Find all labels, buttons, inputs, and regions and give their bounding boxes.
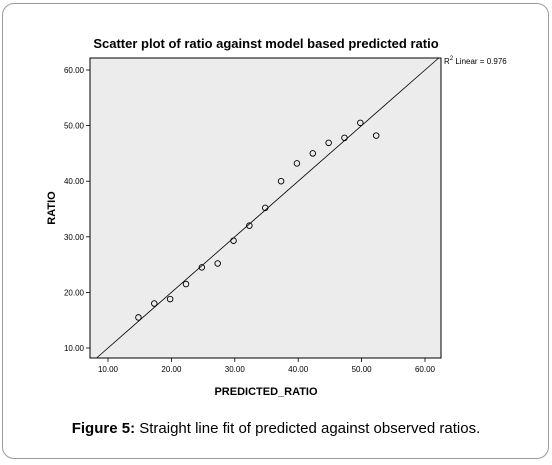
y-tick-label: 10.00 (64, 344, 85, 353)
chart-title: Scatter plot of ratio against model base… (93, 36, 438, 51)
r2-annotation: R2 Linear = 0.976 (444, 56, 507, 66)
data-point (198, 264, 206, 271)
data-point (309, 150, 317, 157)
data-point (246, 222, 253, 229)
plot-area (89, 57, 442, 359)
x-tick-label: 50.00 (352, 365, 373, 374)
figure-caption: Figure 5: Straight line fit of predicted… (0, 420, 552, 437)
y-tick-label: 20.00 (64, 288, 85, 297)
data-point (357, 119, 364, 127)
x-tick-label: 20.00 (161, 365, 182, 374)
data-point (166, 295, 174, 303)
data-point (135, 314, 142, 321)
x-tick-label: 40.00 (288, 365, 309, 374)
y-axis-label: RATIO (46, 191, 58, 225)
caption-label: Figure 5: (71, 420, 136, 437)
y-tick-label: 60.00 (64, 66, 85, 75)
y-tick-label: 50.00 (64, 122, 85, 131)
data-point (182, 280, 190, 288)
data-point (230, 237, 237, 244)
x-tick-label: 60.00 (415, 365, 436, 374)
data-point (277, 177, 285, 185)
x-tick-label: 30.00 (225, 365, 246, 374)
data-point (151, 300, 158, 307)
y-tick-label: 30.00 (64, 233, 85, 242)
data-point (372, 132, 380, 139)
data-point (341, 134, 348, 142)
x-tick-label: 10.00 (98, 365, 119, 374)
data-point (214, 260, 221, 267)
y-tick-label: 40.00 (64, 177, 85, 186)
caption-text: Straight line fit of predicted against o… (135, 420, 481, 437)
x-axis-label: PREDICTED_RATIO (214, 386, 318, 398)
data-point (261, 204, 269, 212)
data-point (293, 160, 301, 167)
scatter-chart: Scatter plot of ratio against model base… (46, 36, 507, 398)
data-point (325, 139, 332, 147)
